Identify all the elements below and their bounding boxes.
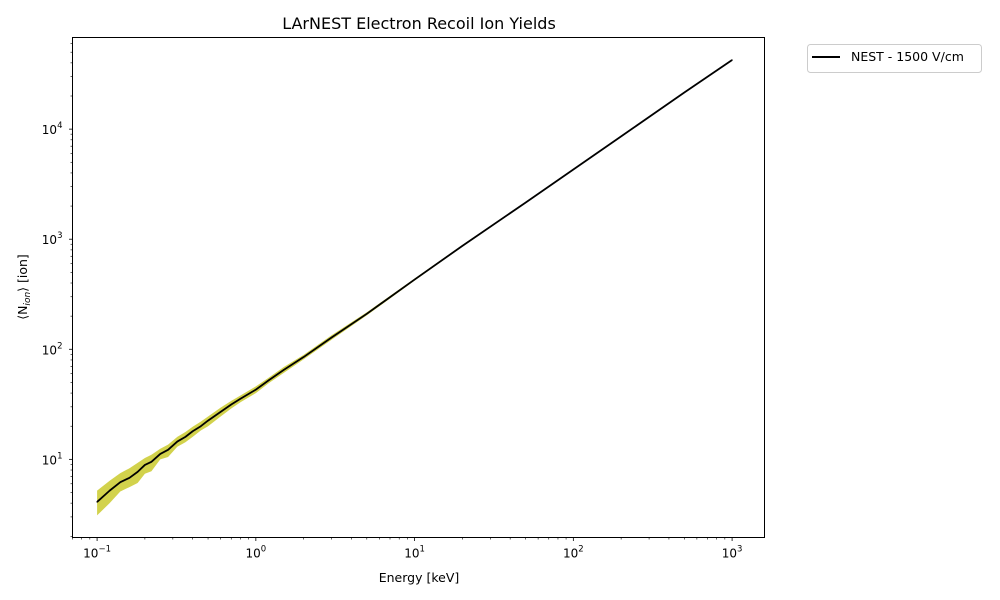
data-point [267, 379, 270, 382]
y-axis-label-subscript: ion [23, 292, 33, 306]
plot-area [72, 37, 765, 538]
plot-frame [72, 37, 765, 538]
data-point [144, 464, 146, 466]
x-tick-label: 103 [722, 545, 743, 561]
data-point [184, 436, 186, 438]
y-tick-label: 104 [42, 121, 63, 137]
data-point [330, 336, 333, 339]
data-point [167, 449, 169, 451]
data-point [230, 403, 232, 406]
data-point [207, 419, 209, 422]
x-axis-label: Energy [keV] [379, 570, 460, 585]
x-axis: 10−1 100 101 102 103 [72, 537, 743, 561]
y-axis: 101 102 103 104 [42, 43, 73, 537]
data-point [366, 313, 368, 315]
data-point [96, 501, 98, 503]
data-point [461, 245, 463, 247]
data-point [150, 461, 153, 463]
legend-frame [807, 44, 982, 73]
data-point [137, 471, 139, 473]
data-point [255, 389, 257, 391]
y-axis-label-suffix: ⟩ [ion] [15, 254, 30, 292]
legend-entry: NEST - 1500 V/cm [851, 49, 964, 64]
x-tick-label: 100 [245, 545, 266, 561]
data-point [192, 430, 194, 432]
data-point [524, 202, 527, 204]
y-tick-label: 101 [42, 451, 63, 467]
data-point [128, 477, 131, 479]
y-axis-label-prefix: ⟨N [15, 306, 30, 320]
y-tick-label: 102 [42, 341, 63, 357]
x-tick-label: 102 [563, 545, 584, 561]
data-point [119, 481, 121, 483]
x-tick-label: 10−1 [83, 545, 111, 561]
y-tick-label: 103 [42, 231, 63, 247]
data-point [572, 168, 574, 171]
data-point [283, 369, 285, 371]
data-point [159, 453, 161, 455]
x-tick-label: 101 [404, 545, 425, 561]
data-point [413, 278, 416, 281]
series-line-nest-1500 [96, 59, 733, 503]
data-point [239, 398, 242, 400]
y-axis-label: ⟨Nion⟩ [ion] [15, 254, 33, 320]
data-point [220, 411, 222, 413]
data-point [620, 135, 622, 137]
data-point [303, 356, 305, 358]
data-point [200, 425, 202, 427]
data-point [731, 59, 733, 61]
data-point [176, 440, 178, 443]
data-point [109, 490, 111, 492]
data-point [683, 91, 685, 94]
legend: NEST - 1500 V/cm [807, 44, 982, 73]
chart-title: LArNEST Electron Recoil Ion Yields [282, 14, 556, 33]
uncertainty-band [97, 59, 733, 516]
